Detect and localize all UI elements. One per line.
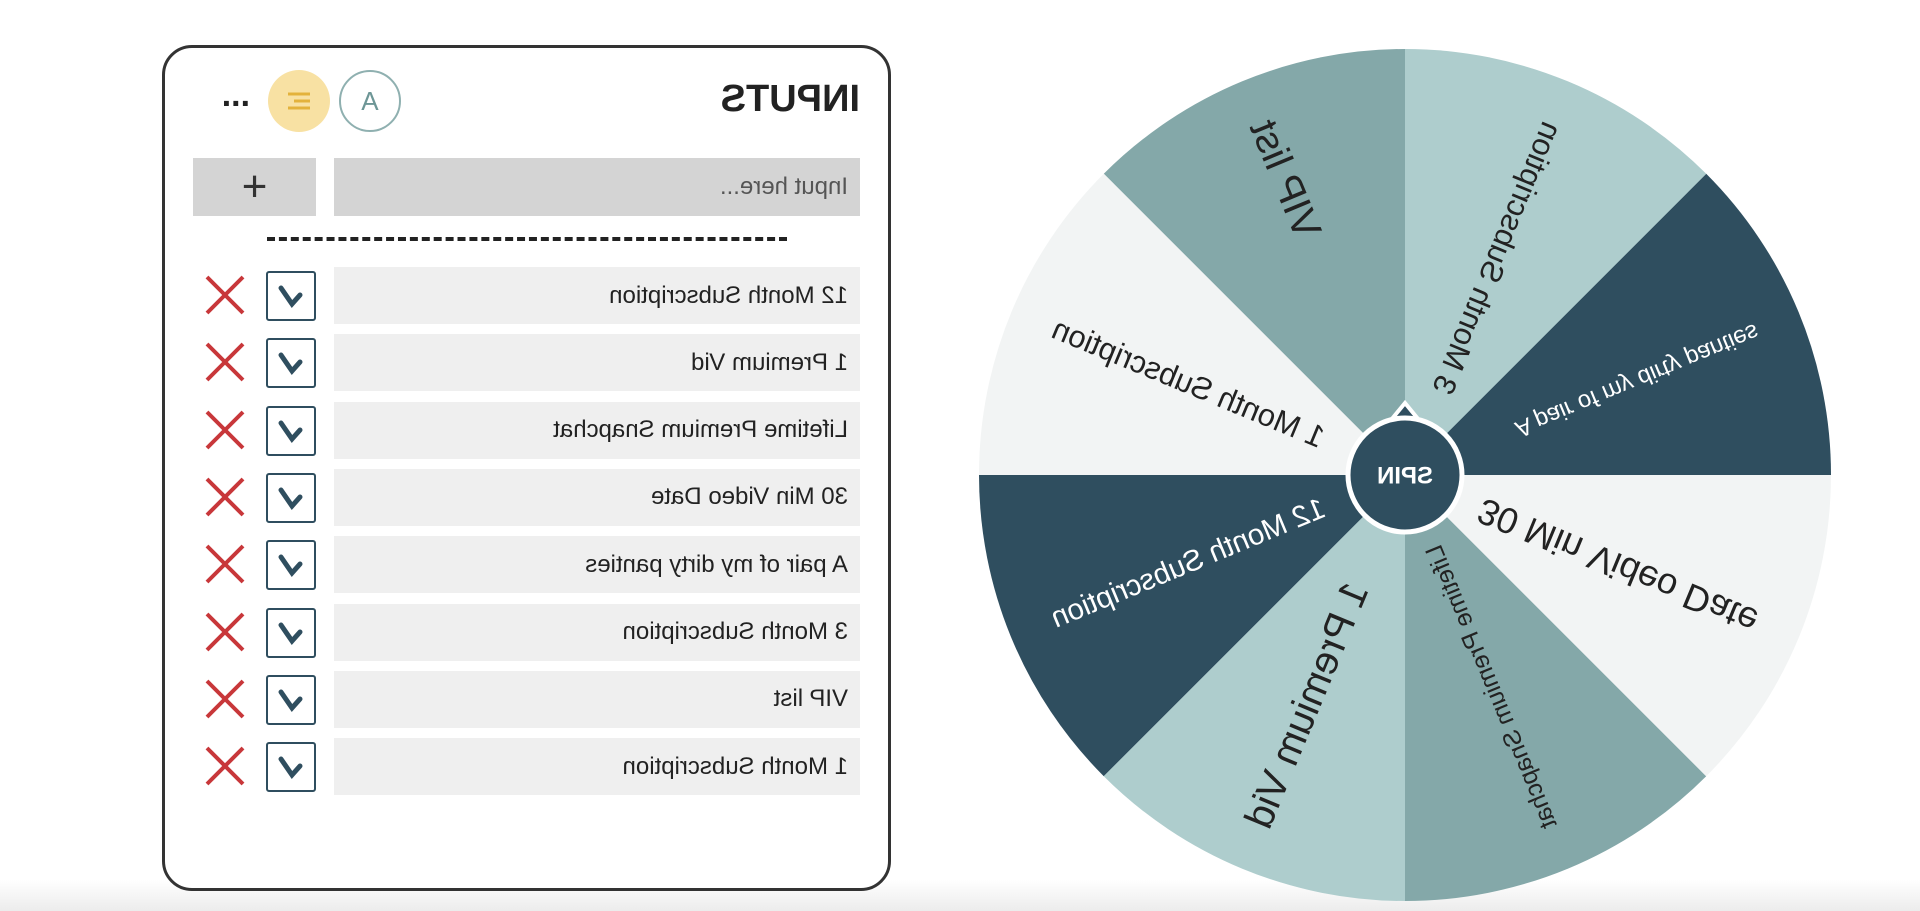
wheel-slice — [1405, 173, 1831, 476]
check-icon — [278, 756, 303, 780]
delete-button[interactable] — [203, 610, 247, 654]
wheel-slice — [1103, 475, 1405, 901]
entry-row: Lifetime Premium Snapchat — [334, 401, 860, 459]
check-icon — [278, 285, 303, 309]
avatar-button[interactable]: A — [339, 70, 401, 132]
wheel-slice — [1405, 475, 1707, 901]
delete-button[interactable] — [203, 677, 247, 721]
separator — [267, 237, 787, 241]
wheel-slice — [1405, 475, 1831, 777]
wheel-slice — [979, 173, 1405, 475]
delete-button[interactable] — [203, 408, 247, 452]
entry-row: VIP list — [334, 670, 860, 728]
wheel-slice — [1405, 49, 1707, 475]
spin-label: SPIN — [1377, 462, 1433, 489]
toggle-checkbox[interactable] — [266, 742, 316, 793]
x-icon — [205, 746, 245, 786]
delete-button[interactable] — [203, 542, 247, 586]
panel-title: INPUTS — [720, 78, 860, 120]
delete-button[interactable] — [203, 273, 247, 317]
check-icon — [278, 420, 303, 443]
delete-button[interactable] — [203, 340, 247, 384]
entry-row: 1 Premium Vid — [334, 334, 860, 392]
x-icon — [205, 275, 245, 315]
check-icon — [278, 487, 303, 510]
toggle-checkbox[interactable] — [266, 271, 316, 321]
toggle-checkbox[interactable] — [266, 607, 316, 658]
entry-row: 3 Month Subscription — [334, 603, 860, 661]
x-icon — [205, 679, 245, 719]
x-icon — [205, 544, 245, 584]
check-icon — [278, 554, 303, 578]
entry-row: A pair of my dirty panties — [334, 536, 860, 594]
toggle-checkbox[interactable] — [266, 540, 316, 591]
entry-row: 1 Month Subscription — [334, 738, 860, 796]
x-icon — [205, 477, 245, 517]
x-icon — [205, 410, 245, 450]
inputs-panel: INPUTS A ... Input here... + 12 Month Su… — [162, 45, 891, 891]
toggle-checkbox[interactable] — [266, 472, 316, 523]
toggle-checkbox[interactable] — [266, 405, 316, 456]
spin-button[interactable] — [1345, 415, 1465, 535]
list-button[interactable] — [268, 70, 330, 132]
list-icon — [288, 92, 310, 110]
entry-row: 12 Month Subscription — [334, 267, 860, 324]
text-input[interactable]: Input here... — [334, 158, 860, 216]
delete-button[interactable] — [203, 475, 247, 519]
toggle-checkbox[interactable] — [266, 338, 316, 389]
toggle-checkbox[interactable] — [266, 674, 316, 725]
check-icon — [278, 622, 303, 645]
wheel-slice — [1103, 49, 1405, 475]
entry-row: 30 Min Video Date — [334, 468, 860, 526]
x-icon — [205, 342, 245, 382]
menu-button[interactable]: ... — [221, 76, 250, 114]
add-button[interactable]: + — [193, 158, 316, 216]
check-icon — [278, 689, 303, 712]
check-icon — [278, 352, 303, 376]
x-icon — [205, 612, 245, 651]
wheel-slice — [979, 475, 1405, 777]
delete-button[interactable] — [203, 744, 247, 788]
